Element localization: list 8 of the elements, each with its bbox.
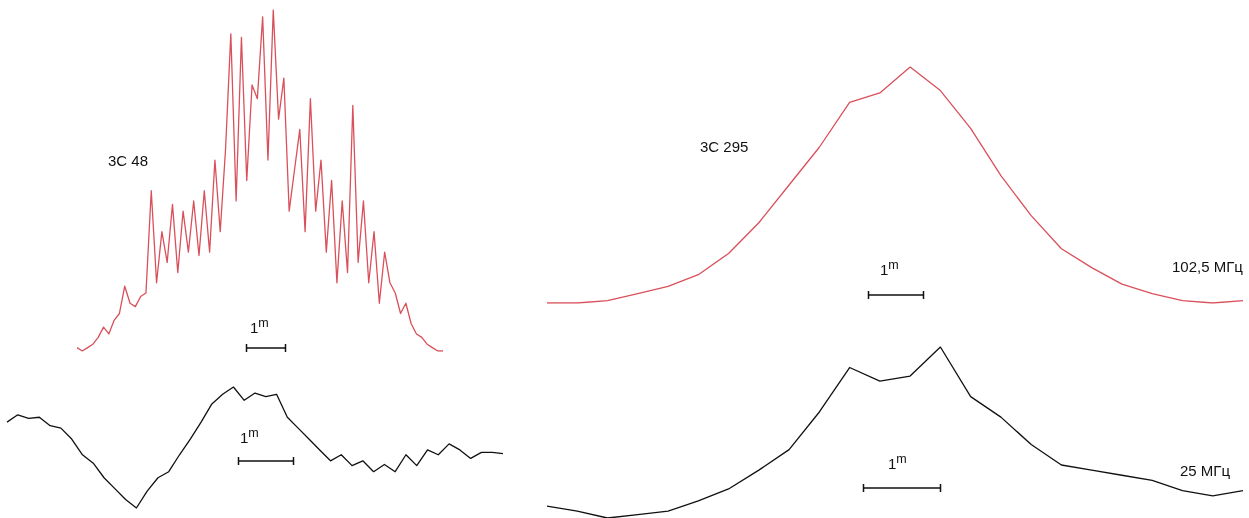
annotation: 25 МГц xyxy=(1180,462,1231,479)
annotation: 1$^{m}$ xyxy=(250,316,269,336)
annotation: 1$^{m}$ xyxy=(888,452,907,472)
annotation: 3C 295 xyxy=(700,138,749,155)
annotation: 1$^{m}$ xyxy=(880,258,899,278)
annotation: 1$^{m}$ xyxy=(240,426,259,446)
annotation: 102,5 МГц xyxy=(1172,258,1243,275)
annotation: 3C 48 xyxy=(108,152,149,169)
